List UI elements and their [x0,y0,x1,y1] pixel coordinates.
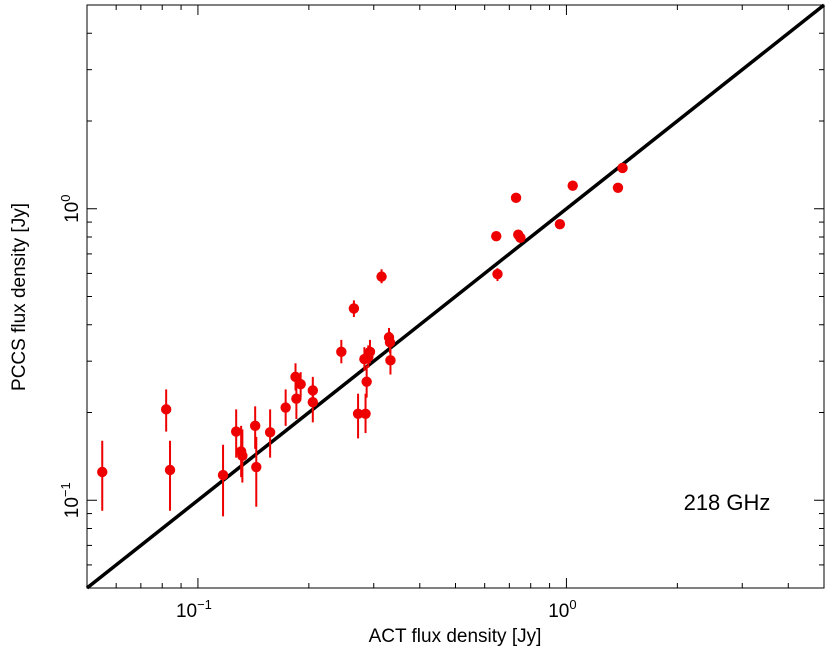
identity-line [85,3,826,590]
data-point [280,402,291,413]
y-tick-label: 100 [58,195,83,223]
data-markers [97,162,628,481]
data-point [385,355,396,366]
data-point [237,450,248,462]
plot-frame [86,4,825,589]
data-point [515,232,526,243]
data-point [160,404,172,415]
data-point [230,426,242,437]
data-point [307,396,319,408]
data-point [290,371,301,383]
y-axis-label: PCCS flux density [Jy] [9,203,30,391]
x-axis-label: ACT flux density [Jy] [369,626,542,647]
major-ticks [87,5,824,588]
data-point [97,466,108,478]
data-point [249,420,261,432]
data-point [364,346,376,358]
data-point [510,192,522,204]
frequency-annotation: 218 GHz [684,490,771,515]
y-tick-labels: 10−1 100 [58,195,83,519]
data-point [251,461,262,473]
data-point [491,231,502,242]
data-point [492,268,503,280]
data-point [612,182,624,193]
data-point [217,469,229,481]
x-tick-label: 10−1 [176,597,212,622]
data-point [352,408,364,419]
data-point [567,180,578,191]
data-point [554,219,566,230]
x-tick-label: 100 [548,597,576,622]
data-point [617,162,628,174]
x-tick-labels: 10−1 100 [176,597,577,622]
data-point [361,376,372,387]
data-point [348,303,360,314]
data-point [295,379,306,390]
data-point [384,337,396,348]
data-point [336,346,347,358]
data-point [291,393,302,404]
y-tick-label: 10−1 [58,482,83,518]
data-point [360,408,371,419]
data-point [307,385,319,396]
data-point [376,271,387,282]
data-point [164,464,176,476]
data-point [264,427,276,438]
